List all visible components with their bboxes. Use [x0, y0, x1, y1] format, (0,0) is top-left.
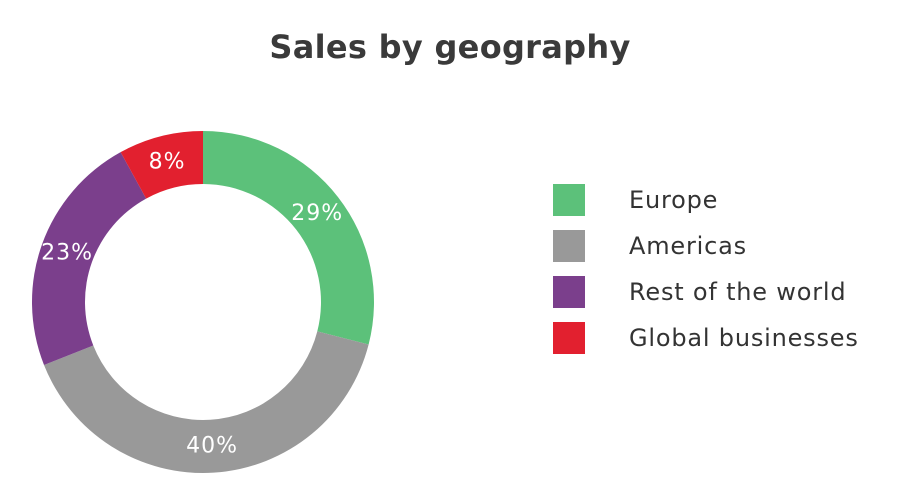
legend-item-europe: Europe [553, 177, 859, 223]
donut-slice-europe [203, 131, 375, 345]
legend-item-rest-of-the-world: Rest of the world [553, 269, 859, 315]
legend-swatch-rest-of-the-world [553, 276, 585, 308]
legend-label-europe: Europe [629, 186, 719, 214]
donut-slice-global-businesses [120, 131, 203, 199]
legend-swatch-americas [553, 230, 585, 262]
legend-swatch-europe [553, 184, 585, 216]
donut-slice-rest-of-the-world [31, 152, 147, 365]
legend-label-global-businesses: Global businesses [629, 324, 859, 352]
slice-label-europe: 29% [291, 201, 343, 226]
legend-label-rest-of-the-world: Rest of the world [629, 278, 847, 306]
legend-item-global-businesses: Global businesses [553, 315, 859, 361]
slice-label-rest-of-the-world: 23% [41, 241, 93, 266]
donut-slice-americas [44, 331, 369, 473]
donut-chart: 29% 40% 23% 8% [31, 131, 375, 473]
chart-title: Sales by geography [269, 28, 631, 66]
slice-label-global-businesses: 8% [149, 150, 186, 175]
slice-label-americas: 40% [186, 434, 238, 459]
chart-legend: Europe Americas Rest of the world Global bu… [553, 177, 859, 361]
legend-item-americas: Americas [553, 223, 859, 269]
legend-swatch-global-businesses [553, 322, 585, 354]
legend-label-americas: Americas [629, 232, 747, 260]
